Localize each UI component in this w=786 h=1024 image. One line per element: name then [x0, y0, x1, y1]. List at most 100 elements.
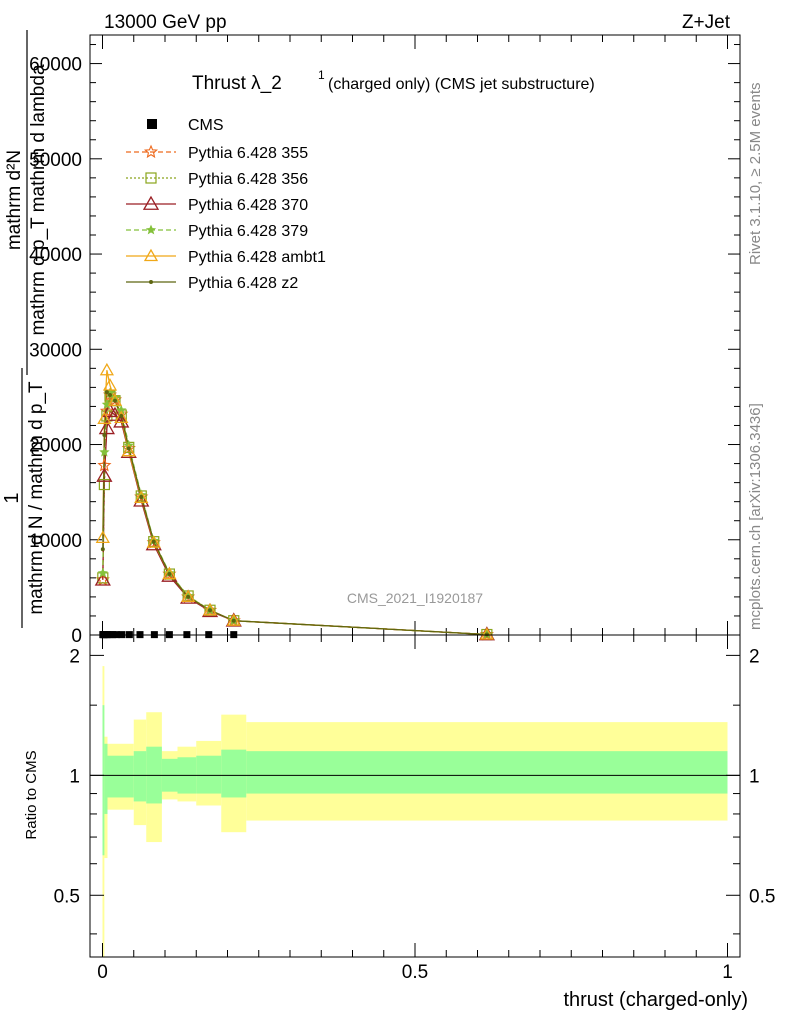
- series-1-point: [134, 489, 149, 503]
- series-5-point: [202, 602, 218, 616]
- legend-label-4: Pythia 6.428 379: [188, 223, 308, 240]
- series-6-point: [102, 433, 107, 437]
- series-6-point: [139, 494, 144, 499]
- ratio-y-tick-label: 1: [69, 766, 80, 787]
- y-label-fraction-denominator: mathrm d p_T mathrm d lambda: [28, 64, 49, 335]
- series-5-point: [162, 566, 177, 580]
- y-tick-label: 40000: [29, 245, 82, 266]
- main-plot-panel: 0 10000 20000 30000 40000 50000 60000 Thrust λ…: [1, 30, 741, 647]
- series-6-point: [186, 594, 191, 599]
- analysis-watermark: CMS_2021_I1920187: [347, 590, 483, 606]
- header-process-label: Z+Jet: [682, 12, 731, 33]
- y-label-denominator: mathrm d N / mathrm d p_T: [26, 381, 47, 615]
- legend-entry-4: Pythia 6.428 379: [126, 223, 308, 240]
- ratio-axis-ticks: 0.5 0.5 1 1 2 2 0 0.5 1: [54, 635, 775, 983]
- series-5-point: [95, 530, 110, 544]
- ratio-plot-panel: 0.5 0.5 1 1 2 2 0 0.5 1 Ratio to CMS thrust (cha…: [23, 634, 775, 1011]
- series-5-point: [479, 627, 494, 640]
- series-1-point: [146, 535, 161, 549]
- y-label-numerator: 1: [1, 492, 23, 503]
- series-5-point: [146, 535, 161, 548]
- plot-title-main: Thrust λ_2: [192, 73, 282, 94]
- series-5-point: [134, 490, 149, 504]
- series-3-point: [133, 492, 150, 507]
- series-2-point: [98, 478, 110, 491]
- ratio-band-inner: [107, 755, 134, 798]
- legend-entry-1: Pythia 6.428 355: [126, 144, 308, 162]
- legend-label-2: Pythia 6.428 356: [188, 171, 308, 188]
- ratio-uncertainty-bands: [102, 666, 728, 957]
- y-tick-label: 50000: [29, 150, 82, 171]
- series-6-point: [167, 572, 172, 577]
- series-4-point: [97, 567, 108, 578]
- legend-entry-6: Pythia 6.428 z2: [126, 275, 298, 292]
- legend-label-cms: CMS: [188, 117, 224, 134]
- series-5-point: [102, 378, 118, 391]
- series-6-point: [126, 446, 131, 451]
- x-tick-label: 0.5: [402, 962, 428, 983]
- series-6-point: [208, 608, 212, 613]
- legend-label-1: Pythia 6.428 355: [188, 145, 308, 162]
- x-tick-label: 1: [722, 962, 733, 983]
- series-3-point: [96, 467, 113, 482]
- legend-entry-2: Pythia 6.428 356: [126, 171, 308, 188]
- ratio-y-tick-label: 2: [69, 646, 80, 667]
- series-4-point: [99, 446, 110, 457]
- legend-marker-3: [142, 195, 160, 210]
- legend-marker-cms: [147, 119, 157, 129]
- series-5-point: [107, 393, 123, 406]
- rivet-version-label: Rivet 3.1.10, ≥ 2.5M events: [747, 83, 764, 266]
- y-tick-label: 20000: [29, 436, 82, 457]
- legend-marker-6: [149, 280, 153, 284]
- header-energy-label: 13000 GeV pp: [104, 12, 227, 33]
- series-5-point: [226, 613, 241, 626]
- main-axis-ticks: 0 10000 20000 30000 40000 50000 60000: [29, 35, 740, 647]
- y-tick-label: 10000: [29, 531, 82, 552]
- ratio-band-inner: [246, 751, 728, 794]
- series-6-point: [113, 398, 117, 403]
- ratio-y-tick-label-right: 2: [749, 646, 760, 667]
- series-6-point: [231, 618, 236, 623]
- ratio-y-tick-label: 0.5: [54, 886, 80, 907]
- x-tick-label: 0: [97, 962, 108, 983]
- ratio-y-tick-label-right: 1: [749, 766, 760, 787]
- series-6-point: [100, 547, 105, 552]
- ratio-band-inner: [104, 743, 108, 814]
- legend-marker-2: [145, 172, 157, 184]
- y-tick-label: 60000: [29, 55, 82, 76]
- y-tick-label: 30000: [29, 340, 82, 361]
- series-1-point: [99, 403, 114, 418]
- series-6-point: [151, 539, 156, 544]
- legend-marker-1: [143, 144, 159, 159]
- ratio-band-inner: [196, 755, 222, 794]
- series-1-point: [121, 440, 136, 455]
- legend: CMS Pythia 6.428 355 Pythia 6.428 356 Pyth…: [126, 117, 326, 292]
- legend-entry-3: Pythia 6.428 370: [126, 195, 308, 214]
- series-6-point: [104, 390, 109, 395]
- mcplots-label: mcplots.cern.ch [arXiv:1306.3436]: [747, 403, 764, 630]
- series-5-point: [114, 410, 129, 424]
- ratio-band-inner: [102, 705, 105, 856]
- x-axis-label: thrust (charged-only): [563, 989, 748, 1011]
- series-3-point: [98, 420, 115, 435]
- y-label-fraction-numerator: mathrm d²N: [4, 150, 25, 250]
- series-6-point: [119, 413, 124, 418]
- ratio-band-inner: [221, 749, 247, 798]
- ratio-y-tick-label-right: 0.5: [749, 886, 775, 907]
- series-6-point: [108, 393, 112, 397]
- plot-title-superscript: 1: [318, 68, 325, 82]
- legend-marker-5: [143, 248, 159, 262]
- y-tick-label: 0: [71, 626, 82, 647]
- main-y-axis-label: 1 mathrm d N / mathrm d p_T mathrm d²N m…: [1, 30, 49, 628]
- series-1-point: [479, 627, 494, 641]
- legend-entry-5: Pythia 6.428 ambt1: [126, 248, 326, 266]
- mc-series-markers: [94, 362, 495, 641]
- legend-label-5: Pythia 6.428 ambt1: [188, 249, 326, 266]
- legend-entry-cms: CMS: [147, 117, 224, 134]
- ratio-y-axis-label: Ratio to CMS: [23, 750, 40, 839]
- series-3-point: [113, 413, 130, 428]
- series-1-point: [202, 602, 218, 617]
- series-5-point: [97, 411, 112, 424]
- series-5-point: [121, 443, 136, 457]
